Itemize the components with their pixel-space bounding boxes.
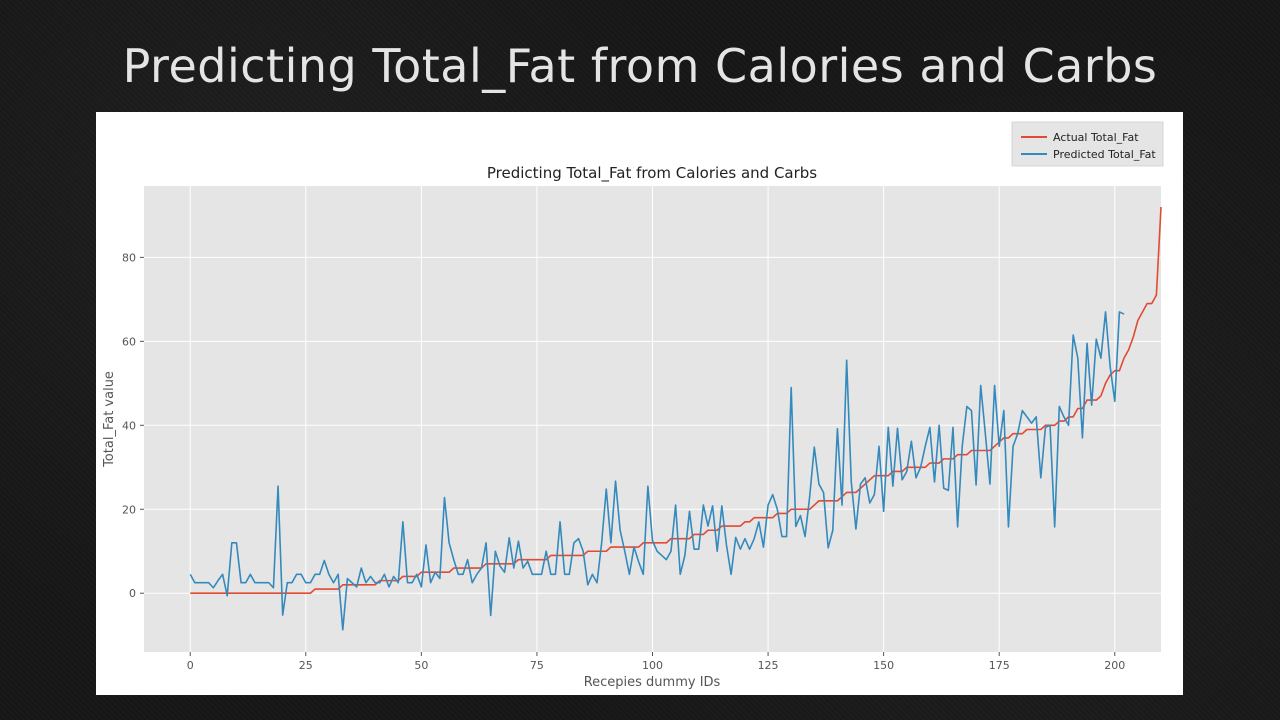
series-lines — [189, 206, 1162, 631]
y-axis-label: Total_Fat value — [102, 371, 117, 468]
legend: Actual Total_Fat Predicted Total_Fat — [1011, 121, 1164, 167]
x-axis-label: Recepies dummy IDs — [584, 675, 721, 690]
chart-title: Predicting Total_Fat from Calories and C… — [487, 164, 817, 183]
y-tick-label: 60 — [122, 335, 136, 348]
x-tick-label: 0 — [187, 659, 194, 672]
grid-lines — [144, 186, 1161, 652]
legend-label-actual: Actual Total_Fat — [1053, 131, 1139, 144]
legend-label-predicted: Predicted Total_Fat — [1053, 148, 1156, 161]
y-tick-label: 20 — [122, 503, 136, 516]
x-tick-label: 25 — [299, 659, 313, 672]
x-tick-label: 150 — [873, 659, 894, 672]
x-tick-label: 100 — [642, 659, 663, 672]
y-tick-label: 0 — [129, 587, 136, 600]
x-tick-label: 125 — [758, 659, 779, 672]
legend-box — [1011, 121, 1164, 167]
x-axis-ticks: 0 25 50 75 100 125 150 175 200 — [187, 652, 1125, 672]
y-axis-ticks: 0 20 40 60 80 — [122, 251, 144, 600]
line-chart: 0 25 50 75 100 125 150 175 200 0 20 40 60 80 Predict… — [102, 121, 1164, 690]
y-tick-label: 80 — [122, 251, 136, 264]
chart-figure: 0 25 50 75 100 125 150 175 200 0 20 40 60 80 Predict… — [96, 112, 1183, 695]
predicted-total-fat-line — [189, 311, 1125, 631]
x-tick-label: 200 — [1104, 659, 1125, 672]
y-tick-label: 40 — [122, 419, 136, 432]
x-tick-label: 50 — [414, 659, 428, 672]
x-tick-label: 175 — [989, 659, 1010, 672]
x-tick-label: 75 — [530, 659, 544, 672]
slide-title: Predicting Total_Fat from Calories and C… — [122, 39, 1158, 93]
